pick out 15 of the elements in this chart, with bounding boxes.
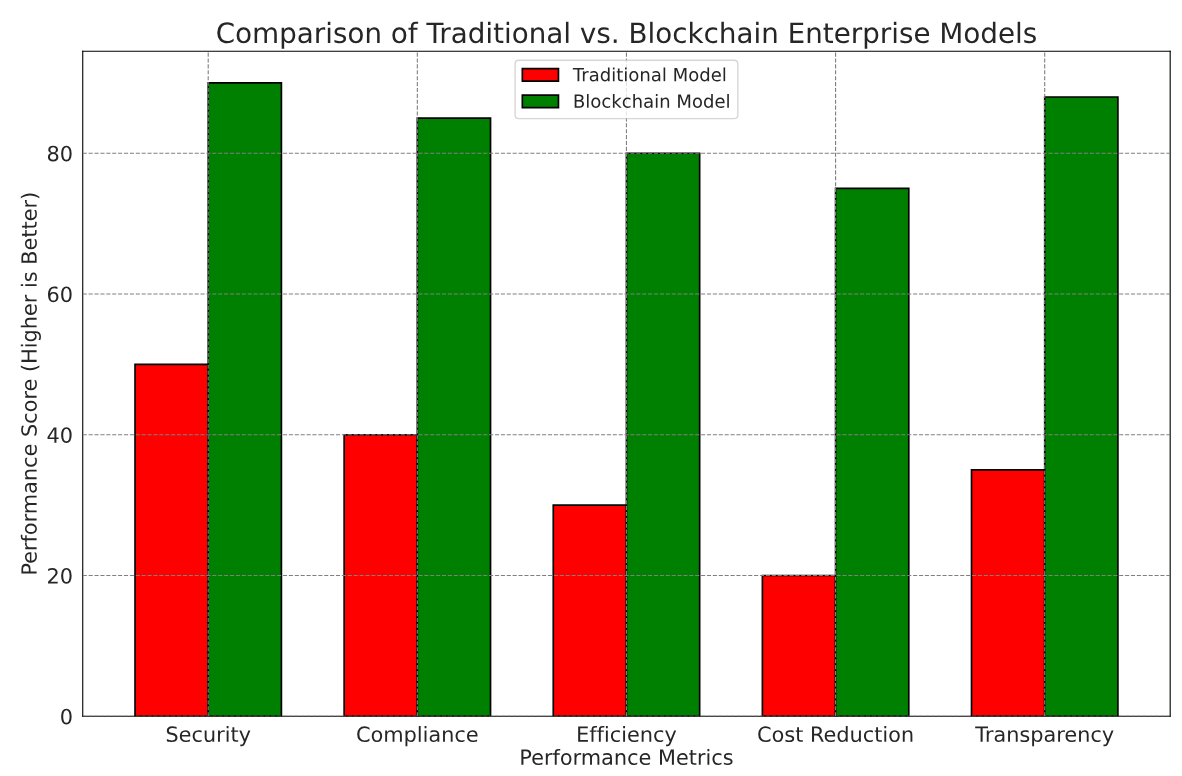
x-tick-label: Security: [166, 725, 251, 747]
x-tick-label: Compliance: [357, 725, 478, 747]
x-tick-label: Cost Reduction: [758, 725, 913, 743]
x-axis-title: Performance Metrics: [521, 748, 733, 766]
x-tick-label: Transparency: [975, 726, 1114, 747]
y-tick-label: 0: [61, 708, 72, 725]
legend-label: Blockchain Model: [574, 93, 729, 108]
y-tick-label: 80: [47, 145, 72, 162]
x-tick-label: Efficiency: [578, 725, 677, 747]
y-axis-title: Performance Score (Higher is Better): [20, 193, 41, 574]
y-tick-label: 60: [47, 286, 72, 303]
y-tick-label: 40: [47, 427, 72, 443]
y-tick-label: 20: [48, 567, 72, 584]
legend-label: Traditional Model: [572, 67, 726, 82]
chart-title: Comparison of Traditional vs. Blockchain Enterprise Models: [217, 21, 1036, 49]
